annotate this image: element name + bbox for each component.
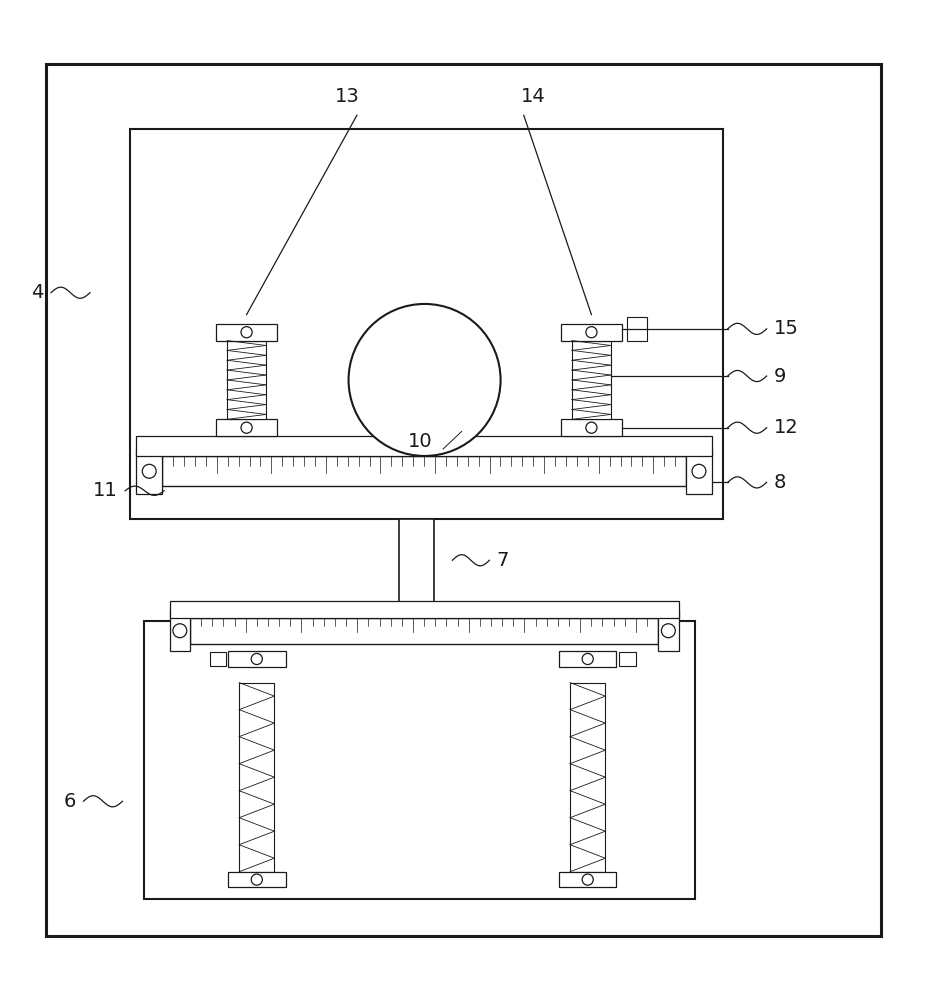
Bar — [228, 651, 286, 667]
Circle shape — [586, 327, 597, 338]
Bar — [559, 872, 616, 887]
Bar — [136, 449, 162, 494]
Bar — [130, 129, 723, 519]
Text: 9: 9 — [774, 367, 786, 386]
Circle shape — [582, 653, 593, 665]
Circle shape — [586, 422, 597, 433]
Bar — [561, 419, 622, 436]
Bar — [210, 652, 226, 666]
Bar — [570, 683, 605, 872]
Bar — [619, 652, 636, 666]
Text: 12: 12 — [774, 418, 799, 437]
Circle shape — [692, 464, 705, 478]
Bar — [559, 651, 616, 667]
Text: 7: 7 — [497, 551, 509, 570]
Bar — [627, 317, 647, 341]
Bar — [170, 610, 190, 651]
Text: 14: 14 — [521, 87, 545, 106]
Circle shape — [143, 464, 156, 478]
Bar — [239, 683, 274, 872]
Bar — [190, 618, 658, 644]
Text: 4: 4 — [32, 283, 44, 302]
Bar — [572, 341, 611, 419]
Circle shape — [251, 653, 262, 665]
Bar — [170, 601, 679, 618]
Bar — [686, 449, 712, 494]
Bar — [227, 341, 266, 419]
Bar — [136, 436, 712, 456]
Bar — [561, 324, 622, 341]
Circle shape — [172, 624, 186, 638]
Text: 13: 13 — [336, 87, 360, 106]
Text: 6: 6 — [64, 792, 76, 811]
Circle shape — [349, 304, 501, 456]
Text: 10: 10 — [408, 432, 432, 451]
Bar — [228, 872, 286, 887]
Circle shape — [661, 624, 675, 638]
Bar — [216, 419, 277, 436]
Bar — [144, 621, 695, 899]
Bar — [216, 324, 277, 341]
Text: 11: 11 — [93, 481, 118, 500]
Circle shape — [241, 327, 252, 338]
Text: 15: 15 — [774, 319, 799, 338]
Bar — [658, 610, 679, 651]
Circle shape — [251, 874, 262, 885]
Bar — [399, 519, 434, 621]
Bar — [162, 456, 686, 486]
Circle shape — [582, 874, 593, 885]
Circle shape — [241, 422, 252, 433]
Text: 8: 8 — [774, 473, 786, 492]
